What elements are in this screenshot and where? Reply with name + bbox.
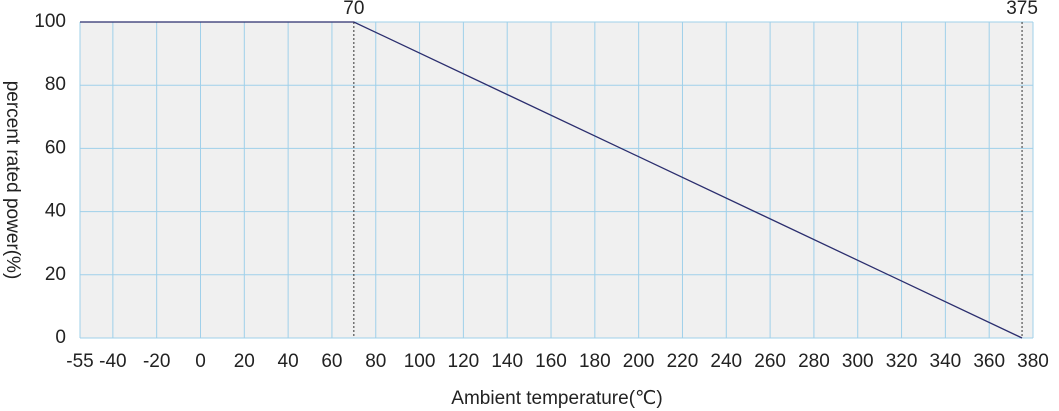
- x-tick-label: 340: [930, 351, 962, 372]
- x-tick-label: 260: [754, 351, 786, 372]
- x-tick-label: 300: [842, 351, 874, 372]
- x-axis-label: Ambient temperature(℃): [451, 388, 662, 409]
- x-tick-label: 380: [1017, 351, 1049, 372]
- x-tick-label: -40: [99, 351, 126, 372]
- x-tick-label: 20: [234, 351, 255, 372]
- y-tick-label: 60: [45, 137, 66, 158]
- x-tick-label: 180: [579, 351, 611, 372]
- x-tick-label: 40: [278, 351, 299, 372]
- y-tick-label: 40: [45, 201, 66, 222]
- y-tick-label: 20: [45, 264, 66, 285]
- x-tick-label: 60: [321, 351, 342, 372]
- x-tick-label: 360: [973, 351, 1005, 372]
- series-line: [80, 21, 1023, 339]
- plot-area: [80, 22, 1033, 338]
- x-tick-label: -55: [66, 351, 93, 372]
- x-tick-label: -20: [143, 351, 170, 372]
- y-axis-label: percent rated power(%): [2, 81, 23, 280]
- x-tick-label: 280: [798, 351, 830, 372]
- x-tick-label: 160: [535, 351, 567, 372]
- y-tick-label: 100: [34, 11, 66, 32]
- x-tick-label: 140: [491, 351, 523, 372]
- x-tick-label: 240: [710, 351, 742, 372]
- x-tick-label: 320: [886, 351, 918, 372]
- y-tick-label: 80: [45, 74, 66, 95]
- x-tick-label: 120: [448, 351, 480, 372]
- y-tick-label: 0: [55, 327, 66, 348]
- x-tick-label: 220: [667, 351, 699, 372]
- x-tick-label: 100: [404, 351, 436, 372]
- x-tick-label: 80: [365, 351, 386, 372]
- marker-label: 70: [343, 0, 364, 19]
- x-tick-label: 0: [195, 351, 206, 372]
- marker-label: 375: [1006, 0, 1038, 19]
- x-tick-label: 200: [623, 351, 655, 372]
